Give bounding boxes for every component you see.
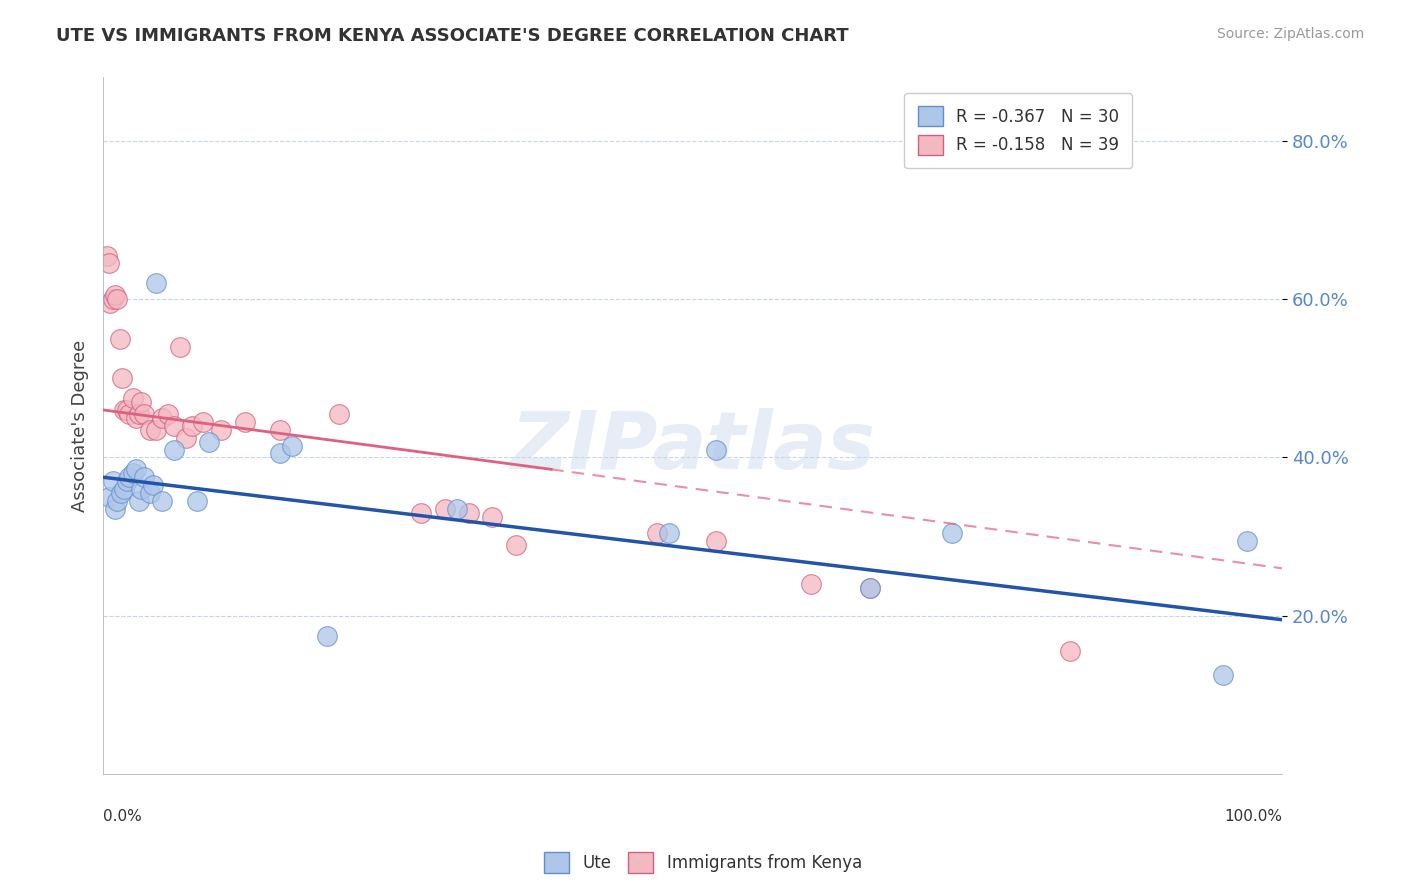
Point xyxy=(163,418,186,433)
Point xyxy=(145,277,167,291)
Point xyxy=(316,629,339,643)
Text: ZIPatlas: ZIPatlas xyxy=(510,408,875,485)
Point xyxy=(129,395,152,409)
Point xyxy=(1236,533,1258,548)
Point xyxy=(163,442,186,457)
Point xyxy=(98,490,121,504)
Point xyxy=(115,474,138,488)
Point xyxy=(156,407,179,421)
Point xyxy=(98,256,121,270)
Point xyxy=(233,415,256,429)
Point xyxy=(125,410,148,425)
Point xyxy=(112,403,135,417)
Point xyxy=(704,442,727,457)
Point xyxy=(481,509,503,524)
Point xyxy=(269,446,291,460)
Text: 100.0%: 100.0% xyxy=(1225,809,1282,824)
Text: Source: ZipAtlas.com: Source: ZipAtlas.com xyxy=(1216,27,1364,41)
Point xyxy=(105,292,128,306)
Y-axis label: Associate's Degree: Associate's Degree xyxy=(72,340,89,512)
Point xyxy=(128,407,150,421)
Point xyxy=(139,423,162,437)
Point xyxy=(108,332,131,346)
Point xyxy=(645,525,668,540)
Point xyxy=(110,486,132,500)
Point xyxy=(186,494,208,508)
Point xyxy=(118,407,141,421)
Point xyxy=(118,470,141,484)
Point xyxy=(858,581,880,595)
Point xyxy=(121,467,143,481)
Point xyxy=(96,249,118,263)
Point xyxy=(101,474,124,488)
Point xyxy=(98,296,121,310)
Text: 0.0%: 0.0% xyxy=(103,809,142,824)
Point xyxy=(269,423,291,437)
Point xyxy=(134,470,156,484)
Legend: Ute, Immigrants from Kenya: Ute, Immigrants from Kenya xyxy=(537,846,869,880)
Point xyxy=(328,407,350,421)
Point xyxy=(169,340,191,354)
Point xyxy=(121,391,143,405)
Point xyxy=(800,577,823,591)
Point xyxy=(198,434,221,449)
Point xyxy=(457,506,479,520)
Point xyxy=(1059,644,1081,658)
Point xyxy=(145,423,167,437)
Point xyxy=(658,525,681,540)
Point xyxy=(193,415,215,429)
Text: UTE VS IMMIGRANTS FROM KENYA ASSOCIATE'S DEGREE CORRELATION CHART: UTE VS IMMIGRANTS FROM KENYA ASSOCIATE'S… xyxy=(56,27,849,45)
Point xyxy=(101,292,124,306)
Point xyxy=(209,423,232,437)
Legend: R = -0.367   N = 30, R = -0.158   N = 39: R = -0.367 N = 30, R = -0.158 N = 39 xyxy=(904,93,1132,169)
Point xyxy=(139,486,162,500)
Point xyxy=(505,537,527,551)
Point xyxy=(281,439,304,453)
Point xyxy=(174,431,197,445)
Point xyxy=(704,533,727,548)
Point xyxy=(111,371,134,385)
Point xyxy=(180,418,202,433)
Point xyxy=(411,506,433,520)
Point xyxy=(150,410,173,425)
Point xyxy=(129,482,152,496)
Point xyxy=(941,525,963,540)
Point xyxy=(125,462,148,476)
Point xyxy=(115,403,138,417)
Point xyxy=(446,502,468,516)
Point xyxy=(104,502,127,516)
Point xyxy=(104,288,127,302)
Point xyxy=(858,581,880,595)
Point xyxy=(1212,668,1234,682)
Point xyxy=(150,494,173,508)
Point xyxy=(134,407,156,421)
Point xyxy=(434,502,457,516)
Point xyxy=(112,482,135,496)
Point xyxy=(128,494,150,508)
Point xyxy=(142,478,165,492)
Point xyxy=(105,494,128,508)
